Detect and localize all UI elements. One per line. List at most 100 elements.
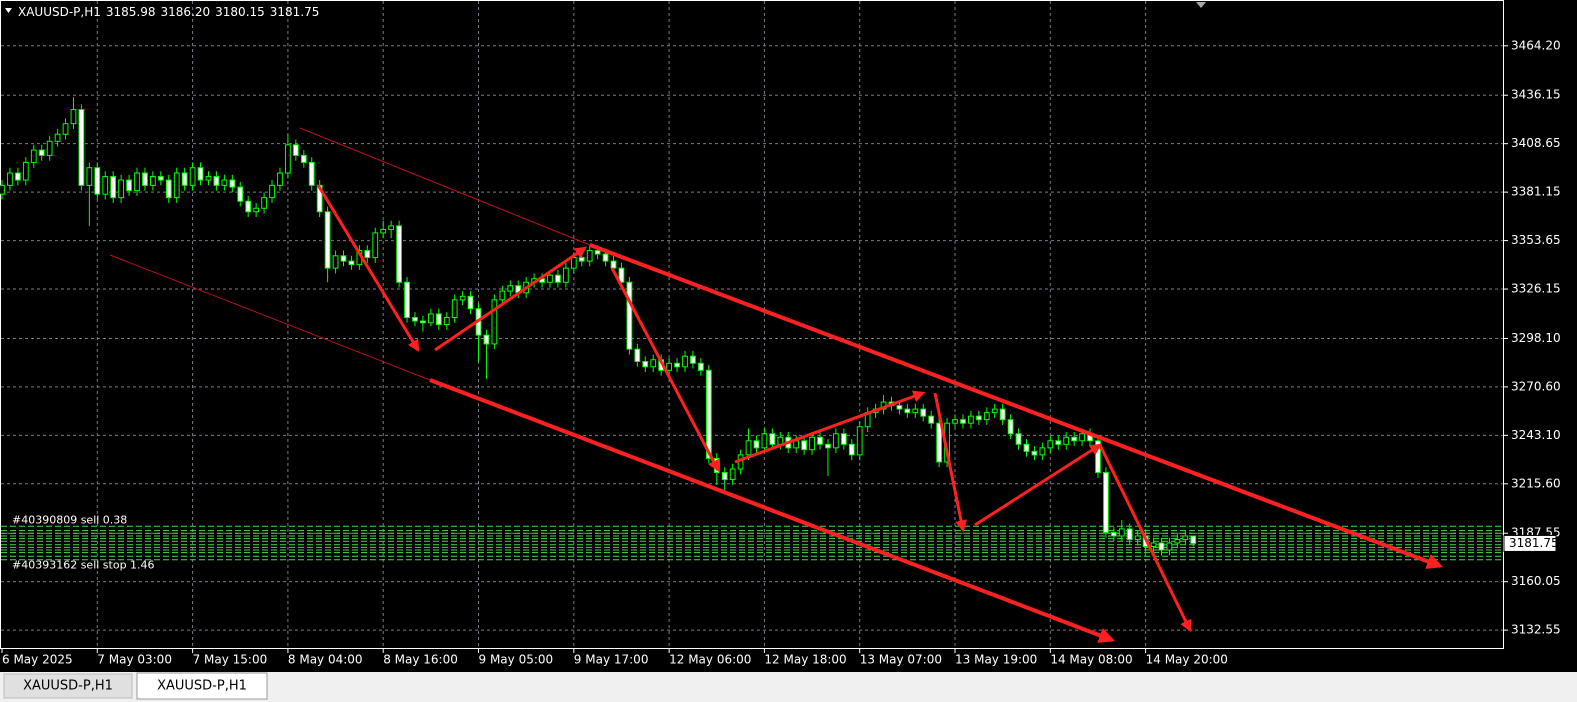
candle-body [332, 255, 339, 269]
candle-body [173, 172, 180, 199]
candle-body [833, 433, 839, 449]
price-box [1503, 534, 1557, 552]
candle-body [1158, 542, 1165, 551]
menu-arrow [5, 8, 12, 13]
candle-body [443, 316, 450, 326]
candle-body [134, 172, 140, 192]
price-label: 3181.75 [1509, 536, 1559, 550]
shift-marker [1196, 2, 1206, 8]
header-field: XAUUSD-P,H1 [18, 5, 101, 19]
x-tick-label: 7 May 15:00 [193, 653, 268, 667]
candle-body [245, 200, 252, 213]
candle-body [594, 250, 601, 255]
header-field: 3180.15 [215, 5, 265, 19]
candle-body [165, 179, 172, 199]
candle-body [1182, 535, 1189, 540]
candle-body [150, 176, 156, 186]
candle-body [1007, 419, 1014, 435]
y-tick-label: 3160.05 [1511, 574, 1561, 588]
orders: #40390809 sell 0.38 #40393162 sell stop 1… [1, 513, 1503, 572]
candle-body [928, 415, 935, 424]
candle-body [237, 186, 244, 202]
candle-body [7, 172, 13, 186]
tab[interactable] [3, 673, 133, 699]
candle-body [15, 172, 21, 181]
candle-body [562, 267, 569, 283]
x-tick-label: 12 May 18:00 [764, 653, 846, 667]
grid [1, 1, 1503, 648]
candle-body [300, 154, 307, 163]
candle-body [507, 285, 514, 292]
x-tick-label: 6 May 2025 [2, 653, 73, 667]
header-field: 3185.98 [106, 5, 156, 19]
candle-body [952, 419, 958, 424]
candle-body [435, 313, 442, 326]
candle-body [94, 167, 101, 195]
trend-arrow [316, 184, 420, 353]
candle-body [801, 440, 808, 451]
candle-body [1071, 436, 1078, 442]
candle-body [1126, 528, 1133, 540]
candle-body [1031, 450, 1038, 456]
candle-body [682, 355, 688, 368]
candle-body [269, 184, 275, 199]
candle-body [459, 295, 466, 301]
candle-body [38, 149, 45, 156]
candle-body [372, 232, 379, 259]
candle-body [22, 161, 29, 181]
y-tick-label: 3436.15 [1511, 88, 1561, 102]
candle-body [292, 144, 299, 156]
y-tick-label: 3298.10 [1511, 331, 1561, 345]
candle-body [856, 426, 863, 456]
candle-body [626, 281, 633, 350]
y-tick-label: 3381.15 [1511, 185, 1561, 199]
candle-body [570, 257, 577, 269]
candle-body [499, 290, 506, 301]
candle-body [197, 167, 204, 181]
candle-body [348, 260, 355, 266]
candle-body [181, 172, 188, 186]
candle-body [396, 225, 402, 283]
candle-body [555, 274, 561, 283]
candle-body [427, 313, 434, 324]
candle-body [674, 362, 680, 368]
y-tick-label: 3270.60 [1511, 379, 1561, 393]
candle-body [1118, 528, 1125, 537]
order-label: #40390809 sell 0.38 [12, 513, 127, 526]
candle-body [253, 207, 260, 213]
candle-body [340, 255, 347, 262]
candle-body [229, 179, 236, 188]
y-tick-label: 3353.65 [1511, 233, 1561, 247]
candle-body [896, 405, 903, 410]
candle-body [983, 412, 990, 421]
candle-body [690, 355, 696, 364]
y-tick-label: 3132.55 [1511, 623, 1561, 637]
candle-body [547, 274, 553, 283]
x-tick-label: 8 May 04:00 [288, 653, 363, 667]
tab-active[interactable] [136, 672, 268, 700]
trend-arrow [1098, 444, 1192, 633]
candle-body [261, 197, 267, 209]
candle-body [753, 440, 760, 449]
tab-label[interactable]: XAUUSD-P,H1 [157, 679, 247, 694]
candle-body [1023, 443, 1030, 452]
header-field: 3181.75 [270, 5, 320, 19]
candle-body [324, 211, 331, 269]
candle-body [840, 433, 847, 445]
x-tick-label: 13 May 07:00 [860, 653, 942, 667]
candle-body [118, 179, 125, 199]
candle-body [0, 184, 5, 195]
header-field: 3186.20 [161, 5, 211, 19]
trend-arrow [734, 390, 926, 464]
tab-label[interactable]: XAUUSD-P,H1 [23, 679, 113, 694]
candle-body [975, 415, 982, 421]
trend-arrow [434, 246, 587, 352]
candle-body [809, 436, 815, 451]
trend-arrow [974, 443, 1103, 527]
candle-body [308, 161, 315, 186]
channel-arrow [589, 243, 1443, 569]
candle-body [404, 281, 410, 318]
x-tick-label: 13 May 19:00 [955, 653, 1037, 667]
x-tick-label: 14 May 20:00 [1146, 653, 1228, 667]
candle-body [610, 260, 617, 269]
